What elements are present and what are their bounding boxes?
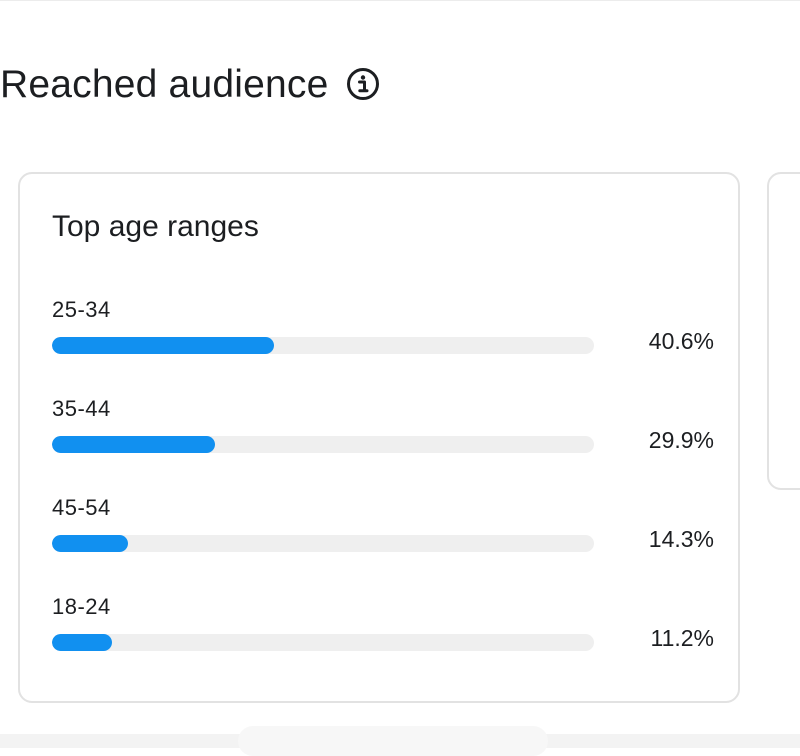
progress-fill	[52, 634, 112, 651]
section-title: Reached audience	[0, 62, 329, 106]
progress-track	[52, 337, 594, 354]
progress-fill	[52, 337, 275, 354]
top-divider	[0, 0, 800, 1]
card-title: Top age ranges	[52, 210, 259, 243]
progress-track	[52, 535, 594, 552]
age-range-percentage: 11.2%	[650, 625, 714, 651]
age-range-row: 35-44 29.9%	[52, 396, 714, 458]
progress-fill	[52, 535, 128, 552]
progress-track	[52, 634, 594, 651]
next-card-preview[interactable]	[767, 172, 800, 490]
age-range-percentage: 29.9%	[648, 427, 714, 453]
progress-track	[52, 436, 594, 453]
age-range-row: 25-34 40.6%	[52, 297, 714, 359]
age-range-row: 18-24 11.2%	[52, 594, 714, 656]
age-range-percentage: 40.6%	[648, 328, 714, 354]
age-ranges-card: Top age ranges 25-34 40.6% 35-44 29.9% 4…	[18, 172, 740, 703]
age-range-percentage: 14.3%	[648, 526, 714, 552]
progress-fill	[52, 436, 215, 453]
age-range-label: 45-54	[52, 495, 111, 520]
info-icon[interactable]	[346, 67, 380, 101]
bottom-bar-handle	[238, 726, 548, 756]
age-range-label: 25-34	[52, 297, 111, 322]
age-range-label: 18-24	[52, 594, 111, 619]
age-range-label: 35-44	[52, 396, 111, 421]
section-header: Reached audience	[0, 58, 380, 110]
age-range-row: 45-54 14.3%	[52, 495, 714, 557]
